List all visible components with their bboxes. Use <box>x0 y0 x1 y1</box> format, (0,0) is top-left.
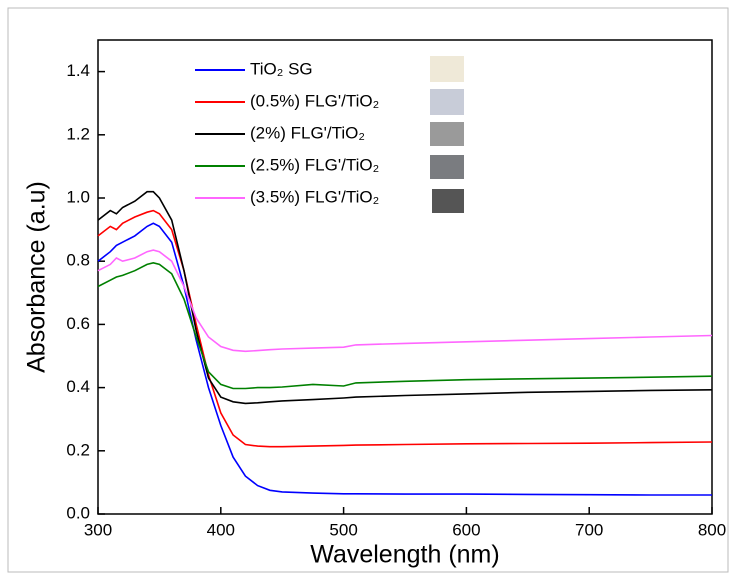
series-line <box>97 261 713 390</box>
photo <box>430 155 464 179</box>
x-tick-label: 400 <box>207 520 235 539</box>
legend-label: (2%) FLG'/TiO₂ <box>250 123 365 142</box>
legend-label: (2.5%) FLG'/TiO₂ <box>250 155 379 174</box>
y-tick-label: 0.0 <box>66 503 90 522</box>
x-tick-label: 300 <box>84 520 112 539</box>
y-tick-label: 0.2 <box>66 440 90 459</box>
y-axis-title: Absorbance (a.u) <box>23 181 51 373</box>
x-axis-title: Wavelength (nm) <box>310 541 499 569</box>
x-tick-label: 500 <box>329 520 357 539</box>
legend-label: (0.5%) FLG'/TiO₂ <box>250 91 379 110</box>
y-tick-label: 1.2 <box>66 124 90 143</box>
series-line <box>97 209 713 448</box>
y-tick-label: 1.0 <box>66 187 90 206</box>
plot-area <box>97 39 713 515</box>
x-tick-label: 600 <box>452 520 480 539</box>
x-tick-label: 700 <box>575 520 603 539</box>
photo <box>430 89 464 115</box>
photo <box>430 56 464 82</box>
series-line <box>97 249 713 353</box>
series-line <box>97 222 712 496</box>
sample-photos <box>430 56 464 213</box>
y-tick-label: 0.4 <box>66 377 90 396</box>
legend-label: (3.5%) FLG'/TiO₂ <box>250 187 379 206</box>
legend-label: TiO₂ SG <box>250 59 313 78</box>
photo <box>430 122 464 146</box>
x-tick-label: 800 <box>698 520 726 539</box>
series-line <box>97 190 713 405</box>
y-tick-label: 1.4 <box>66 61 90 80</box>
y-tick-label: 0.8 <box>66 251 90 270</box>
frame <box>7 7 729 573</box>
y-tick-label: 0.6 <box>66 314 90 333</box>
photo <box>432 189 464 213</box>
